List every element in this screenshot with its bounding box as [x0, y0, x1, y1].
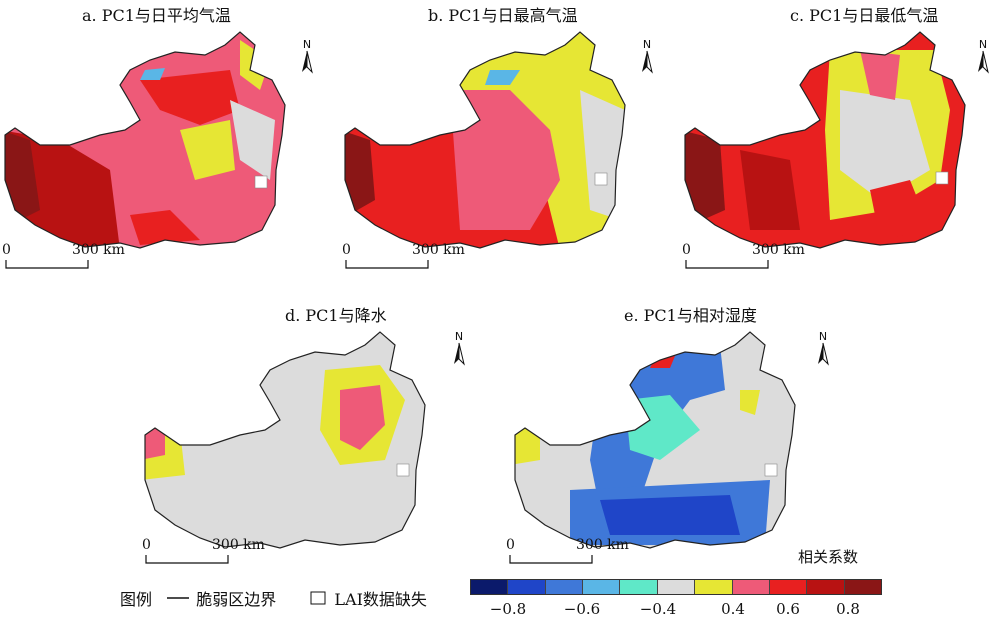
north-label: N — [818, 330, 828, 343]
colorbar-swatch — [657, 580, 696, 594]
scale-bar-e: 0 300 km — [506, 537, 646, 567]
north-arrow-icon-d: N — [446, 330, 472, 370]
north-label: N — [454, 330, 464, 343]
scale-distance: 300 km — [72, 242, 125, 258]
colorbar-tick: 0.8 — [836, 600, 860, 618]
map-a — [4, 31, 286, 249]
scale-bar-b: 0 300 km — [342, 242, 482, 272]
scale-bar-c: 0 300 km — [682, 242, 822, 272]
scale-zero: 0 — [506, 537, 515, 553]
legend-title: 图例 — [120, 590, 153, 609]
legend-missing-label: LAI数据缺失 — [334, 590, 427, 609]
colorbar-tick: −0.4 — [639, 600, 677, 618]
colorbar — [470, 579, 882, 595]
colorbar-swatch — [583, 580, 621, 594]
scale-distance: 300 km — [576, 537, 629, 553]
panel-d-title: d. PC1与降水 — [285, 306, 387, 325]
panel-c-title: c. PC1与日最低气温 — [790, 6, 939, 25]
map-legend: 图例 脆弱区边界 LAI数据缺失 — [120, 586, 427, 610]
colorbar-tick: 0.4 — [721, 600, 745, 618]
north-arrow-icon-c: N — [970, 38, 996, 78]
scale-bar-a: 0 300 km — [2, 242, 142, 272]
map-b — [344, 31, 626, 249]
panel-e-title: e. PC1与相对湿度 — [624, 306, 757, 325]
map-d — [144, 331, 426, 549]
colorbar-tick: 0.6 — [776, 600, 800, 618]
colorbar-tick: −0.6 — [563, 600, 601, 618]
colorbar-swatch — [545, 580, 584, 594]
panel-a-title: a. PC1与日平均气温 — [82, 6, 231, 25]
scale-zero: 0 — [142, 537, 151, 553]
scale-zero: 0 — [342, 242, 351, 258]
colorbar-tick: −0.8 — [489, 600, 527, 618]
colorbar-swatch — [620, 580, 658, 594]
north-label: N — [642, 38, 652, 51]
scale-bar-d: 0 300 km — [142, 537, 282, 567]
colorbar-swatch — [844, 580, 881, 594]
north-arrow-icon-a: N — [294, 38, 320, 78]
map-c — [684, 31, 966, 249]
north-label: N — [302, 38, 312, 51]
colorbar-swatch — [732, 580, 770, 594]
boundary-line-icon — [167, 597, 190, 599]
scale-zero: 0 — [2, 242, 11, 258]
legend-boundary-label: 脆弱区边界 — [196, 590, 277, 609]
colorbar-swatch — [807, 580, 845, 594]
missing-data-box-icon — [310, 591, 326, 605]
colorbar-swatch — [508, 580, 546, 594]
colorbar-swatch — [471, 580, 509, 594]
colorbar-swatch — [695, 580, 733, 594]
scale-distance: 300 km — [212, 537, 265, 553]
scale-zero: 0 — [682, 242, 691, 258]
north-label: N — [978, 38, 988, 51]
north-arrow-icon-e: N — [810, 330, 836, 370]
colorbar-title: 相关系数 — [798, 548, 859, 566]
panel-b-title: b. PC1与日最高气温 — [428, 6, 578, 25]
north-arrow-icon-b: N — [634, 38, 660, 78]
map-e — [514, 331, 796, 549]
scale-distance: 300 km — [412, 242, 465, 258]
colorbar-swatch — [769, 580, 808, 594]
scale-distance: 300 km — [752, 242, 805, 258]
